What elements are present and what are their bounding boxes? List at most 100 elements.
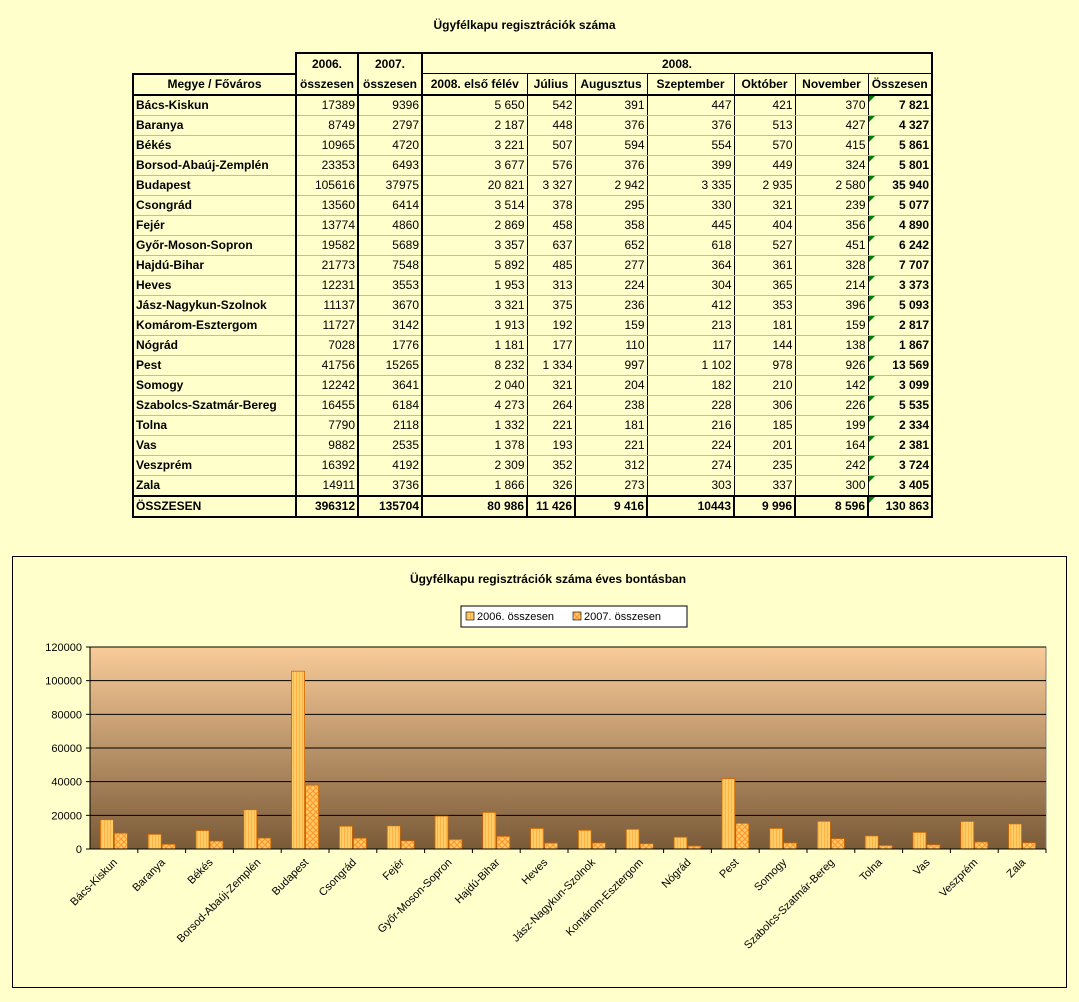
cell-august: 9 416 (574, 494, 648, 518)
x-tick-label: Jász-Nagykun-Szolnok (510, 856, 598, 944)
y-tick-label: 0 (76, 844, 82, 856)
x-tick-label: Hajdú-Bihar (453, 856, 503, 906)
cell-november: 324 (794, 154, 869, 176)
cell-2006: 11727 (295, 314, 359, 336)
cell-july: 637 (526, 234, 576, 256)
cell-h1: 3 221 (421, 134, 528, 156)
cell-october: 978 (733, 354, 796, 376)
cell-july: 177 (526, 334, 576, 356)
cell-h1: 20 821 (421, 174, 528, 196)
bar-2006 (530, 828, 544, 850)
region-name: Jász-Nagykun-Szolnok (132, 294, 297, 316)
cell-november: 926 (794, 354, 869, 376)
cell-2006: 12242 (295, 374, 359, 396)
cell-october: 2 935 (733, 174, 796, 196)
cell-october: 361 (733, 254, 796, 276)
cell-h1: 2 309 (421, 454, 528, 476)
x-tick-label: Csongrád (317, 857, 359, 899)
cell-total: 2 381 (867, 434, 933, 456)
cell-h1: 4 273 (421, 394, 528, 416)
cell-2006: 10965 (295, 134, 359, 156)
cell-july: 1 334 (526, 354, 576, 376)
cell-november: 142 (794, 374, 869, 396)
cell-total: 13 569 (867, 354, 933, 376)
x-tick-label: Szabolcs-Szatmár-Bereg (742, 857, 837, 952)
cell-october: 421 (733, 94, 796, 116)
x-tick-label: Fejér (381, 856, 407, 882)
cell-h1: 1 378 (421, 434, 528, 456)
x-tick-label: Vas (911, 856, 933, 878)
legend-swatch-2007 (572, 611, 582, 621)
cell-2007: 37975 (357, 174, 423, 196)
cell-august: 181 (574, 414, 648, 436)
bar-2006 (673, 836, 688, 850)
x-tick-label: Tolna (858, 856, 886, 884)
cell-2006: 23353 (295, 154, 359, 176)
table-title: Ügyfélkapu regisztrációk száma (433, 18, 616, 32)
region-name: Heves (132, 274, 297, 296)
cell-september: 213 (646, 314, 735, 336)
cell-november: 2 580 (794, 174, 869, 196)
cell-september: 399 (646, 154, 735, 176)
header-september: Szeptember (646, 73, 735, 96)
cell-2006: 7790 (295, 414, 359, 436)
x-tick-label: Heves (520, 856, 551, 887)
header-2007-year: 2007. (357, 52, 423, 74)
chart-title: Ügyfélkapu regisztrációk száma éves bont… (410, 571, 686, 586)
bar-2006 (243, 809, 258, 850)
cell-2006: 17389 (295, 94, 359, 116)
table-row: Pest 41756 15265 8 232 1 334 997 1 102 978 926 13… (132, 354, 933, 376)
bar-2006 (100, 819, 114, 850)
cell-november: 356 (794, 214, 869, 236)
cell-2007: 2118 (357, 414, 423, 436)
cell-october: 9 996 (733, 494, 796, 518)
cell-july: 221 (526, 414, 576, 436)
cell-october: 353 (733, 294, 796, 316)
cell-total: 5 535 (867, 394, 933, 416)
cell-2007: 3142 (357, 314, 423, 336)
region-name: Vas (132, 434, 297, 456)
cell-2007: 7548 (357, 254, 423, 276)
cell-2006: 12231 (295, 274, 359, 296)
cell-july: 321 (526, 374, 576, 396)
cell-2006: 13560 (295, 194, 359, 216)
header-region: Megye / Főváros (132, 72, 297, 96)
cell-october: 365 (733, 274, 796, 296)
table-row: Jász-Nagykun-Szolnok 11137 3670 3 321 375 236… (132, 294, 933, 316)
bar-2007 (878, 845, 893, 850)
x-tick-label: Baranya (130, 856, 168, 894)
cell-august: 238 (574, 394, 648, 416)
table-row: Heves 12231 3553 1 953 313 224 304 365 214 3 373 (132, 274, 933, 296)
header-blank (133, 53, 296, 74)
cell-september: 554 (646, 134, 735, 156)
cell-2006: 396312 (295, 494, 359, 518)
cell-august: 221 (574, 434, 648, 456)
region-name: Tolna (132, 414, 297, 436)
cell-july: 264 (526, 394, 576, 416)
table-row: Baranya 8749 2797 2 187 448 376 376 513 427 4 327 (132, 114, 933, 136)
bar-2006 (817, 820, 831, 850)
cell-october: 527 (733, 234, 796, 256)
cell-total: 1 867 (867, 334, 933, 356)
cell-h1: 80 986 (421, 494, 528, 518)
bar-2006 (912, 831, 927, 850)
cell-september: 216 (646, 414, 735, 436)
cell-2007: 6493 (357, 154, 423, 176)
cell-2006: 16455 (295, 394, 359, 416)
cell-total: 130 863 (867, 494, 933, 518)
bar-2007 (783, 842, 797, 850)
cell-2007: 15265 (357, 354, 423, 376)
cell-july: 375 (526, 294, 576, 316)
cell-total: 3 724 (867, 454, 933, 476)
region-name: Nógrád (132, 334, 297, 356)
y-tick-label: 120000 (45, 642, 82, 654)
cell-september: 618 (646, 234, 735, 256)
cell-september: 412 (646, 294, 735, 316)
region-name: Békés (132, 134, 297, 156)
bar-2007 (114, 832, 128, 850)
bar-2007 (257, 837, 272, 850)
cell-2006: 13774 (295, 214, 359, 236)
cell-total: 5 077 (867, 194, 933, 216)
cell-h1: 8 232 (421, 354, 528, 376)
header-august: Augusztus (574, 73, 648, 96)
